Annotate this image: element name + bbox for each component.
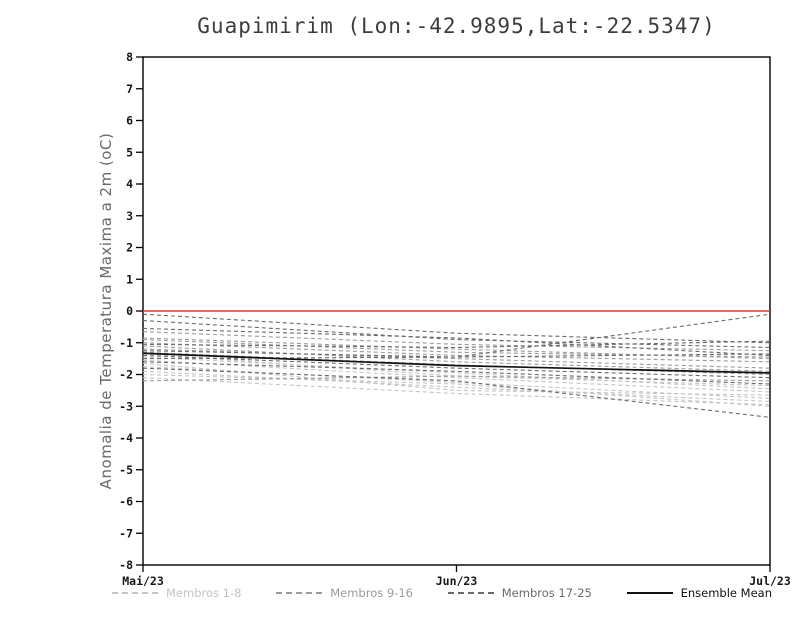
- svg-text:-4: -4: [119, 431, 133, 445]
- svg-text:-5: -5: [119, 463, 133, 477]
- svg-text:-2: -2: [119, 368, 133, 382]
- legend-label: Membros 9-16: [330, 586, 413, 600]
- svg-text:-1: -1: [119, 336, 133, 350]
- chart-legend: Membros 1-8 Membros 9-16 Membros 17-25 E…: [112, 586, 772, 600]
- svg-text:5: 5: [126, 145, 133, 159]
- svg-text:2: 2: [126, 241, 133, 255]
- svg-text:Jun/23: Jun/23: [436, 574, 478, 588]
- legend-line-sample-membros-9-16: [276, 592, 323, 594]
- svg-text:1: 1: [126, 272, 133, 286]
- chart-title: Guapimirim (Lon:-42.9895,Lat:-22.5347): [197, 14, 716, 38]
- svg-text:4: 4: [126, 177, 133, 191]
- svg-text:-3: -3: [119, 399, 133, 413]
- legend-label: Ensemble Mean: [680, 586, 772, 600]
- svg-text:-6: -6: [119, 495, 133, 509]
- legend-label: Membros 1-8: [166, 586, 242, 600]
- legend-item-membros-17-25: Membros 17-25: [447, 586, 592, 600]
- svg-text:Mai/23: Mai/23: [122, 574, 164, 588]
- legend-item-membros-9-16: Membros 9-16: [276, 586, 413, 600]
- svg-text:6: 6: [126, 114, 133, 128]
- svg-text:7: 7: [126, 82, 133, 96]
- legend-line-sample-ensemble-mean: [626, 592, 673, 594]
- svg-text:3: 3: [126, 209, 133, 223]
- legend-line-sample-membros-1-8: [112, 592, 158, 594]
- legend-item-membros-1-8: Membros 1-8: [112, 586, 241, 600]
- legend-item-ensemble-mean: Ensemble Mean: [626, 586, 772, 600]
- svg-text:8: 8: [126, 50, 133, 64]
- svg-text:-8: -8: [119, 558, 133, 572]
- legend-label: Membros 17-25: [501, 586, 592, 600]
- svg-text:Jul/23: Jul/23: [749, 574, 791, 588]
- legend-line-sample-membros-17-25: [447, 592, 494, 594]
- svg-text:-7: -7: [119, 526, 133, 540]
- svg-text:0: 0: [126, 304, 133, 318]
